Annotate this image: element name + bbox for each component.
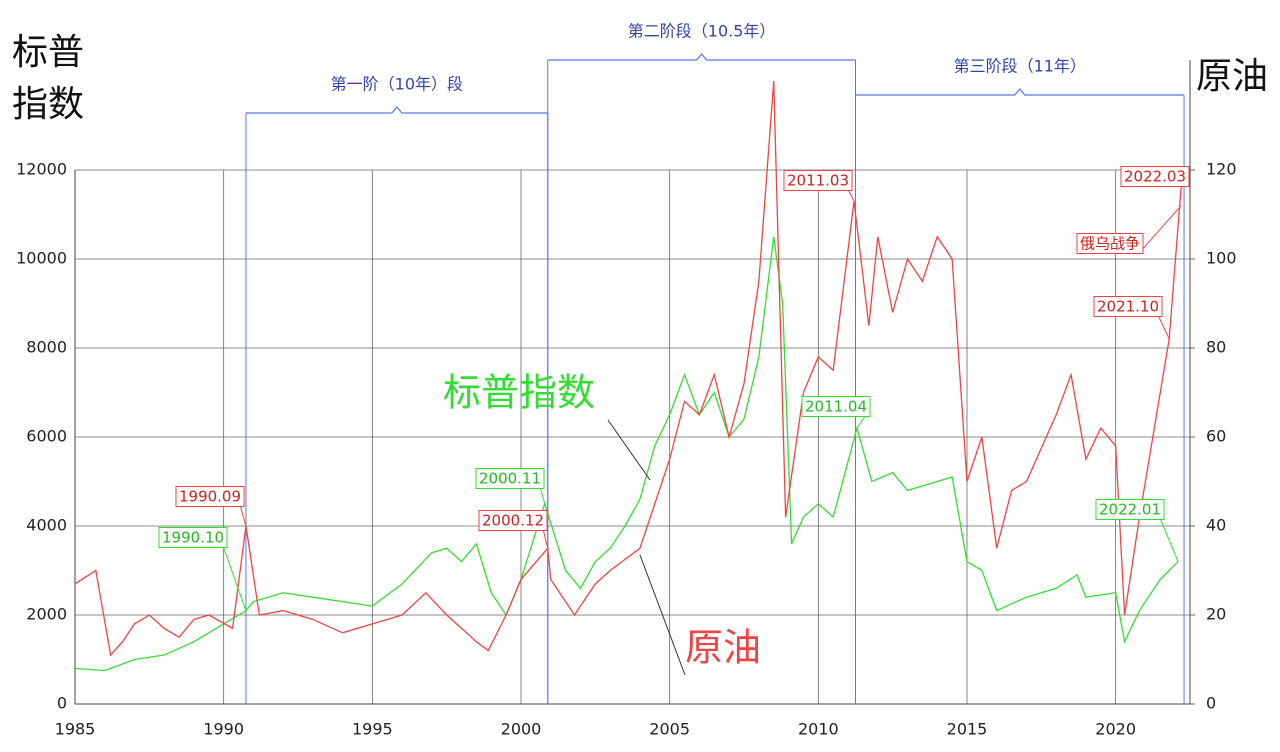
point-label: 俄乌战争 xyxy=(1076,233,1144,254)
point-label: 2011.04 xyxy=(801,396,871,417)
leader-line xyxy=(239,504,247,527)
series-label: 标普指数 xyxy=(443,371,595,415)
point-label: 2000.12 xyxy=(478,510,548,531)
series-line xyxy=(74,236,1179,672)
point-label-text: 2011.03 xyxy=(787,172,849,190)
leader-line xyxy=(539,486,546,504)
y-axis-title: 标普 xyxy=(12,32,84,73)
x-tick-label: 2020 xyxy=(1095,720,1136,739)
x-tick-label: 2000 xyxy=(501,720,542,739)
label-box xyxy=(783,170,853,191)
leader-line xyxy=(1159,517,1179,562)
point-label: 1990.10 xyxy=(158,527,228,548)
y-axis-title: 指数 xyxy=(12,84,84,125)
point-label-text: 1990.10 xyxy=(162,529,224,547)
phase-label: 第三阶段（11年） xyxy=(954,57,1086,76)
leader-line xyxy=(1139,205,1182,253)
point-label-text: 2022.03 xyxy=(1124,168,1186,186)
label-box xyxy=(1095,499,1165,520)
phase-label: 第二阶段（10.5年） xyxy=(628,22,776,41)
y2-axis-title: 原油 xyxy=(1196,56,1268,97)
y-tick-label: 8000 xyxy=(26,338,67,357)
y-tick-label: 6000 xyxy=(26,427,67,446)
x-tick-label: 1985 xyxy=(55,720,96,739)
phase-bracket xyxy=(547,53,856,61)
leader-line xyxy=(607,419,651,481)
point-label: 1990.09 xyxy=(175,486,245,507)
point-label: 2021.10 xyxy=(1093,296,1163,317)
y-tick-label: 10000 xyxy=(16,249,67,268)
x-tick-label: 2015 xyxy=(947,720,988,739)
point-label-text: 俄乌战争 xyxy=(1080,235,1140,253)
x-tick-label: 1995 xyxy=(352,720,393,739)
series-label: 原油 xyxy=(685,626,761,670)
y2-tick-label: 0 xyxy=(1206,694,1216,713)
x-tick-label: 2005 xyxy=(649,720,690,739)
leader-line xyxy=(639,554,686,676)
leader-line xyxy=(222,545,247,611)
label-box xyxy=(1093,296,1163,317)
x-tick-label: 1990 xyxy=(203,720,244,739)
y-tick-label: 12000 xyxy=(16,160,67,179)
y2-tick-label: 60 xyxy=(1206,427,1226,446)
label-box xyxy=(1076,233,1144,254)
phase-bracket xyxy=(855,88,1185,96)
y-tick-label: 4000 xyxy=(26,516,67,535)
y2-tick-label: 120 xyxy=(1206,160,1237,179)
y2-tick-label: 80 xyxy=(1206,338,1226,357)
leader-line xyxy=(1157,314,1170,340)
point-label-text: 2000.12 xyxy=(482,512,544,530)
label-box xyxy=(175,486,245,507)
x-tick-label: 2010 xyxy=(798,720,839,739)
point-label-text: 2022.01 xyxy=(1099,501,1161,519)
y2-tick-label: 40 xyxy=(1206,516,1226,535)
label-box xyxy=(478,510,548,531)
point-label-text: 2021.10 xyxy=(1097,298,1159,316)
point-label-text: 2011.04 xyxy=(805,398,867,416)
point-label-text: 1990.09 xyxy=(179,488,241,506)
label-box xyxy=(475,468,545,489)
y-tick-label: 2000 xyxy=(26,605,67,624)
series-line xyxy=(74,80,1182,657)
leader-line xyxy=(856,414,867,429)
leader-line xyxy=(847,188,855,202)
label-box xyxy=(1120,166,1190,187)
phase-bracket xyxy=(245,106,548,114)
point-label-text: 2000.11 xyxy=(479,470,541,488)
leader-line xyxy=(542,528,549,549)
point-label: 2000.11 xyxy=(475,468,545,489)
y2-tick-label: 20 xyxy=(1206,605,1226,624)
point-label: 2022.03 xyxy=(1120,166,1190,187)
label-box xyxy=(801,396,871,417)
label-box xyxy=(158,527,228,548)
phase-label: 第一阶（10年）段 xyxy=(331,75,463,94)
point-label: 2011.03 xyxy=(783,170,853,191)
y-tick-label: 0 xyxy=(57,694,67,713)
point-label: 2022.01 xyxy=(1095,499,1165,520)
y2-tick-label: 100 xyxy=(1206,249,1237,268)
